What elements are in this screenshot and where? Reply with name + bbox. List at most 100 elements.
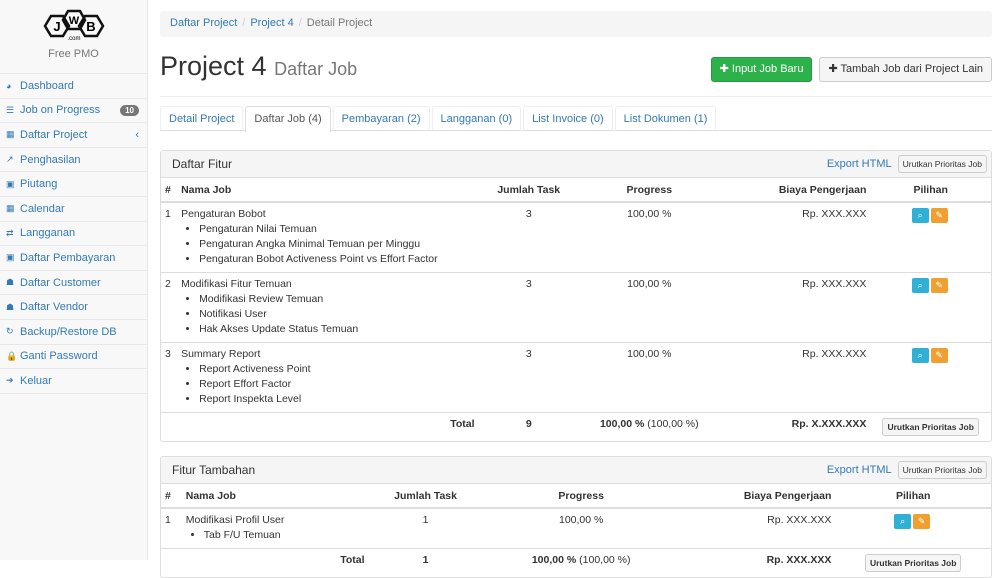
svg-text:B: B — [86, 19, 95, 34]
total-tasks: 1 — [368, 548, 483, 577]
line-chart-icon: ↗ — [6, 154, 14, 165]
sidebar-item-daftar-pembayaran[interactable]: ▣ Daftar Pembayaran — [0, 246, 147, 271]
progress: 100,00 % — [578, 342, 720, 413]
lock-icon: 🔒 — [6, 350, 18, 361]
users-icon: ☗ — [6, 277, 15, 288]
logo[interactable]: J W B .com Free PMO — [0, 0, 147, 74]
total-progress-extra: (100,00 %) — [647, 418, 699, 430]
tab-5[interactable]: List Dokumen (1) — [614, 106, 717, 131]
breadcrumb-current: Detail Project — [306, 17, 373, 29]
biaya: Rp. XXX.XXX — [679, 507, 836, 549]
sidebar-item-label: Daftar Customer — [20, 276, 101, 289]
sidebar-item-job-on-progress[interactable]: ☰ Job on Progress 10 — [0, 99, 147, 124]
sidebar-item-label: Daftar Pembayaran — [20, 251, 116, 264]
svg-text:W: W — [68, 15, 79, 27]
sidebar-item-label: Job on Progress — [20, 104, 101, 117]
total-tasks: 9 — [478, 412, 579, 441]
row-number: 1 — [161, 201, 178, 273]
sidebar-item-penghasilan[interactable]: ↗ Penghasilan — [0, 148, 147, 173]
tab-4[interactable]: List Invoice (0) — [523, 106, 613, 131]
input-job-baru-button[interactable]: ✚ Input Job Baru — [710, 57, 813, 82]
sidebar-item-daftar-vendor[interactable]: ☗ Daftar Vendor — [0, 295, 147, 320]
tab-2[interactable]: Pembayaran (2) — [332, 106, 430, 131]
breadcrumb-project-4[interactable]: Project 4 — [250, 17, 294, 29]
total-label: Total — [181, 548, 369, 577]
total-row: Total 9 100,00 % (100,00 %) Rp. X.XXX.XXX Ur… — [161, 412, 991, 441]
column-header: Jumlah Task — [368, 484, 483, 509]
tab-1[interactable]: Daftar Job (4) — [245, 106, 331, 132]
tabs: Detail Project Daftar Job (4) Pembayaran (… — [160, 106, 992, 132]
tab-0[interactable]: Detail Project — [160, 106, 244, 131]
total-row: Total 1 100,00 % (100,00 %) Rp. XXX.XXX Urut… — [161, 548, 991, 577]
sidebar-item-dashboard[interactable]: ◕ Dashboard — [0, 74, 147, 99]
sidebar-item-ganti-password[interactable]: 🔒 Ganti Password — [0, 345, 147, 370]
biaya: Rp. XXX.XXX — [719, 272, 871, 343]
urutkan-prioritas-button[interactable]: Urutkan Prioritas Job — [864, 554, 962, 572]
panel-title: Daftar Fitur — [172, 157, 233, 171]
export-html-link[interactable]: Export HTML — [826, 464, 892, 476]
sidebar-item-backup-restore-db[interactable]: ↻ Backup/Restore DB — [0, 320, 147, 345]
job-name: Summary Report — [181, 348, 261, 360]
job-name: Modifikasi Fitur Temuan — [181, 278, 292, 290]
sidebar-item-daftar-project[interactable]: ▦ Daftar Project ‹ — [0, 123, 147, 148]
sub-task: Pengaturan Bobot Activeness Point vs Eff… — [199, 252, 474, 267]
column-header: Nama Job — [181, 484, 369, 509]
biaya: Rp. XXX.XXX — [719, 201, 871, 273]
sidebar-item-daftar-customer[interactable]: ☗ Daftar Customer — [0, 271, 147, 296]
money-icon: ▣ — [6, 252, 15, 263]
tab-3[interactable]: Langganan (0) — [431, 106, 522, 131]
edit-icon[interactable]: ✎ — [930, 278, 948, 293]
panel-title: Fitur Tambahan — [172, 463, 256, 477]
sub-task: Report Inspekta Level — [199, 392, 474, 407]
urutkan-prioritas-button[interactable]: Urutkan Prioritas Job — [882, 418, 979, 436]
progress: 100,00 % — [578, 201, 720, 273]
breadcrumb-daftar-project[interactable]: Daftar Project — [170, 17, 238, 29]
edit-icon[interactable]: ✎ — [913, 514, 931, 529]
urutkan-prioritas-button[interactable]: Urutkan Prioritas Job — [897, 155, 987, 173]
sign-out-icon: ➔ — [6, 375, 14, 386]
search-icon[interactable]: ⌕ — [911, 348, 929, 363]
daftar-fitur-table: # Nama Job Jumlah Task Progress Biaya Penger… — [161, 178, 991, 441]
table-icon: ▦ — [6, 129, 15, 140]
chevron-left-icon[interactable]: ‹ — [135, 128, 139, 141]
edit-icon[interactable]: ✎ — [930, 348, 948, 363]
total-biaya: Rp. X.XXX.XXX — [719, 412, 871, 441]
sub-task: Modifikasi Review Temuan — [199, 292, 474, 307]
sidebar-item-label: Ganti Password — [20, 350, 98, 363]
svg-text:J: J — [53, 19, 60, 34]
progress: 100,00 % — [578, 272, 720, 343]
refresh-icon: ↻ — [6, 326, 14, 337]
column-header: Jumlah Task — [478, 178, 579, 203]
search-icon[interactable]: ⌕ — [911, 208, 929, 223]
column-header: Nama Job — [177, 178, 479, 203]
biaya: Rp. XXX.XXX — [719, 342, 871, 413]
search-icon[interactable]: ⌕ — [911, 278, 929, 293]
sub-task: Report Activeness Point — [199, 362, 474, 377]
edit-icon[interactable]: ✎ — [930, 208, 948, 223]
sidebar-item-keluar[interactable]: ➔ Keluar — [0, 369, 147, 394]
breadcrumb: Daftar Project / Project 4/Detail Project — [160, 11, 992, 37]
jwb-logo-icon: J W B .com — [43, 9, 104, 42]
money-icon: ▣ — [6, 178, 15, 189]
retweet-icon: ⇄ — [6, 227, 14, 238]
sidebar-item-calendar[interactable]: ▦ Calendar — [0, 197, 147, 222]
sub-task: Notifikasi User — [199, 307, 474, 322]
sidebar-item-langganan[interactable]: ⇄ Langganan — [0, 222, 147, 247]
urutkan-prioritas-button[interactable]: Urutkan Prioritas Job — [897, 461, 987, 479]
total-progress: 100,00 % — [599, 418, 645, 430]
column-header: # — [161, 178, 178, 203]
count-badge: 10 — [120, 104, 139, 116]
sidebar-item-piutang[interactable]: ▣ Piutang — [0, 172, 147, 197]
sidebar-item-label: Daftar Vendor — [20, 301, 88, 314]
jumlah-task: 3 — [478, 201, 579, 273]
total-progress: 100,00 % — [531, 554, 577, 566]
sidebar: J W B .com Free PMO ◕ Dashboard ☰ Job on Pr… — [0, 0, 148, 560]
export-html-link[interactable]: Export HTML — [826, 158, 892, 170]
column-header: Pilihan — [870, 178, 991, 203]
tambah-job-button[interactable]: ✚ Tambah Job dari Project Lain — [819, 57, 992, 82]
project-title: Project 4 — [160, 51, 267, 81]
tambah-job-label: Tambah Job dari Project Lain — [840, 63, 983, 75]
search-icon[interactable]: ⌕ — [894, 514, 912, 529]
